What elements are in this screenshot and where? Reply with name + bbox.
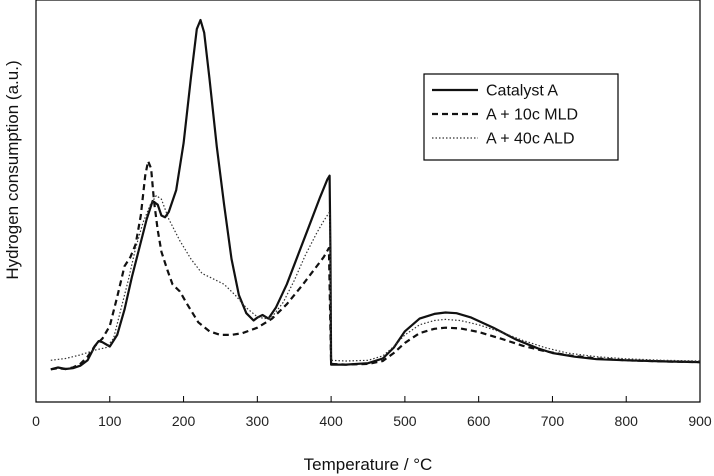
x-tick-label: 300 [246,413,270,429]
legend: Catalyst A A + 10c MLD A + 40c ALD [423,73,619,161]
x-tick-label: 600 [467,413,491,429]
series-line-a-40c-ald [50,195,701,362]
x-axis-label: Temperature / °C [304,455,433,474]
plot-frame [35,0,701,403]
x-tick-label: 0 [32,413,40,429]
y-axis-label: Hydrogen consumption (a.u.) [3,60,22,279]
x-tick-label: 700 [541,413,565,429]
legend-items: Catalyst A A + 10c MLD A + 40c ALD [432,83,578,148]
legend-label: Catalyst A [486,83,558,100]
x-tick-label: 800 [615,413,639,429]
series-line-catalyst-a [50,18,701,371]
x-tick-label: 400 [319,413,343,429]
legend-box [423,73,619,161]
x-tick-label: 900 [688,413,712,429]
x-tick-label: 200 [172,413,196,429]
plot-area: 0 100 200 300 400 500 600 700 800 900 [32,0,712,429]
x-ticks: 0 100 200 300 400 500 600 700 800 900 [32,396,712,429]
legend-label: A + 10c MLD [486,107,578,124]
x-tick-label: 500 [393,413,417,429]
x-tick-label: 100 [98,413,122,429]
legend-label: A + 40c ALD [486,131,575,148]
series-line-a-10c-mld [50,160,701,371]
series-lines [50,18,701,371]
